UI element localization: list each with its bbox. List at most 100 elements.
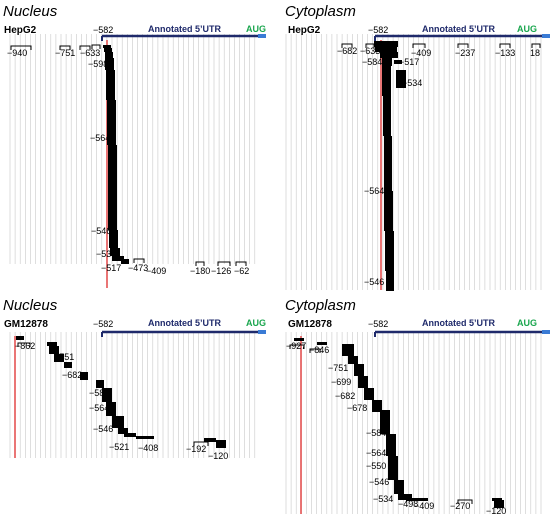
read-block <box>342 344 354 356</box>
position-label: −927 <box>286 341 307 351</box>
aug-label: AUG <box>246 318 266 328</box>
position-bracket <box>193 441 209 446</box>
read-block <box>317 342 327 345</box>
read-block <box>384 191 393 231</box>
position-label: −237 <box>455 48 476 58</box>
panel-graphic <box>9 34 266 288</box>
position-label: −133 <box>495 48 516 58</box>
position-bracket <box>457 499 473 504</box>
panel-graphic <box>285 330 550 514</box>
position-label: −473 <box>128 263 149 273</box>
position-bracket <box>195 261 205 266</box>
position-bracket <box>289 344 305 349</box>
read-block <box>348 356 358 364</box>
position-label: −534 <box>96 249 117 259</box>
start-position-label: −582 <box>93 319 114 329</box>
position-bracket <box>457 43 469 48</box>
read-block <box>406 498 428 501</box>
read-block <box>104 48 112 52</box>
position-bracket <box>59 45 71 50</box>
read-block <box>47 342 57 346</box>
position-label: −751 <box>55 48 76 58</box>
read-block <box>385 231 394 271</box>
panel-graphic <box>9 330 266 458</box>
read-block <box>384 136 392 191</box>
utr-label: Annotated 5’UTR <box>422 318 495 328</box>
position-label: −862 <box>15 341 36 351</box>
position-bracket <box>309 348 321 353</box>
aug-box <box>542 330 550 334</box>
read-block <box>494 500 504 508</box>
aug-box <box>542 34 550 38</box>
read-block <box>54 354 64 362</box>
read-block <box>106 70 115 100</box>
position-label: −598 <box>88 59 109 69</box>
read-block <box>386 434 396 456</box>
aug-label: AUG <box>517 24 537 34</box>
position-label: −550 <box>366 461 387 471</box>
read-block <box>105 58 114 70</box>
position-label: −270 <box>450 501 471 511</box>
position-bracket <box>499 43 511 48</box>
read-block <box>16 336 24 340</box>
position-label: −846 <box>309 345 330 355</box>
cell-line-label: HepG2 <box>4 25 37 36</box>
position-label: −564 <box>89 403 110 413</box>
position-label: −564 <box>364 186 385 196</box>
position-label: −120 <box>486 506 507 516</box>
utr-label: Annotated 5’UTR <box>148 24 221 34</box>
position-bracket <box>235 261 247 266</box>
start-position-label: −582 <box>93 25 114 35</box>
position-label: −564 <box>366 448 387 458</box>
read-block <box>492 498 502 501</box>
position-label: −192 <box>186 444 207 454</box>
position-label: −126 <box>211 266 232 276</box>
position-label: −682 <box>335 391 356 401</box>
aug-label: AUG <box>246 24 266 34</box>
aug-label: AUG <box>517 318 537 328</box>
panel-cytoplasm-gm12878: Cytoplasm GM12878 −582 Annotated 5’UTR A… <box>282 292 550 522</box>
position-label: −409 <box>146 266 167 276</box>
panel-graphic <box>285 34 550 291</box>
utr-label: Annotated 5’UTR <box>148 318 221 328</box>
panel-title: Cytoplasm <box>285 3 356 20</box>
panel-title: Nucleus <box>3 297 58 314</box>
panel-title: Nucleus <box>3 3 58 20</box>
position-label: −584 <box>362 57 383 67</box>
read-block <box>382 66 391 96</box>
read-block <box>358 376 368 388</box>
position-bracket <box>531 43 541 48</box>
read-block <box>394 60 402 64</box>
read-block <box>108 145 117 195</box>
position-label: −120 <box>208 451 229 461</box>
position-label: −521 <box>109 442 130 452</box>
read-block <box>103 45 111 48</box>
start-position-label: −582 <box>368 25 389 35</box>
position-label: −751 <box>328 363 349 373</box>
position-label: 18 <box>530 48 541 58</box>
read-block <box>96 380 104 388</box>
read-block <box>64 362 72 368</box>
panel-nucleus-hepg2: Nucleus HepG2 −582 Annotated 5’UTR AUG −… <box>0 0 275 290</box>
read-block <box>49 346 59 354</box>
read-block <box>112 416 124 428</box>
position-label: −546 <box>91 226 112 236</box>
position-label: −62 <box>234 266 250 276</box>
read-block <box>102 388 112 402</box>
cell-line-label: GM12878 <box>288 319 332 330</box>
read-block <box>121 259 129 264</box>
read-block <box>108 195 117 230</box>
read-block <box>383 96 391 136</box>
read-block <box>380 410 390 434</box>
cell-line-label: GM12878 <box>4 319 48 330</box>
read-block <box>112 256 124 261</box>
read-block <box>136 436 154 439</box>
position-label: −751 <box>54 352 75 362</box>
position-label: −564 <box>90 133 111 143</box>
position-label: −682 <box>62 370 83 380</box>
position-label: −409 <box>411 48 432 58</box>
read-block <box>374 41 398 47</box>
position-bracket <box>133 258 145 263</box>
read-block <box>375 47 397 52</box>
read-block <box>364 388 374 400</box>
